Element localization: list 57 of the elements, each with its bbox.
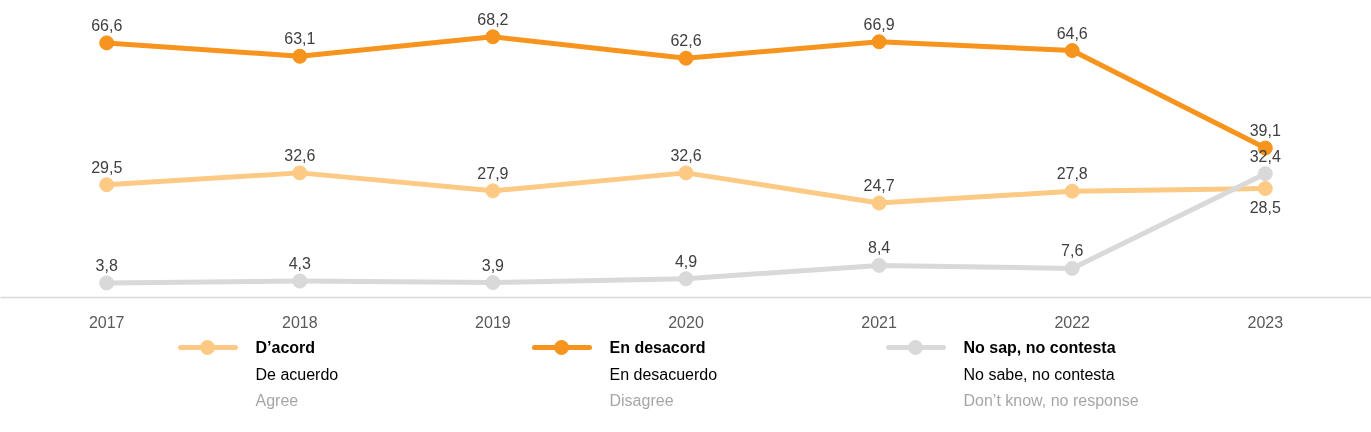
x-tick-label: 2020 (668, 313, 704, 331)
text: En desacuerdo (609, 366, 718, 383)
x-tick-label: 2021 (861, 313, 897, 331)
x-tick-label: 2019 (475, 313, 511, 331)
data-label: 39,1 (1249, 122, 1281, 140)
data-label: 3,9 (481, 256, 505, 274)
point (678, 165, 694, 181)
point (292, 165, 308, 181)
x-tick-label: 2017 (88, 313, 125, 331)
point (678, 50, 694, 66)
data-label: 4,9 (674, 252, 698, 270)
legend-label: D’acord (255, 339, 316, 356)
data-label: 63,1 (284, 30, 316, 48)
data-label: 32,4 (1249, 147, 1281, 165)
point (1064, 260, 1080, 276)
legend-label: En desacord (609, 339, 706, 356)
data-label: 27,9 (477, 164, 509, 182)
data-label: 24,7 (863, 177, 895, 195)
point (871, 257, 887, 273)
data-label: 7,6 (1061, 242, 1084, 260)
x-tick-label: 2018 (282, 313, 318, 331)
x-tick-label: 2022 (1054, 313, 1091, 331)
point (292, 48, 308, 64)
text: Don’t know, no response (963, 392, 1139, 409)
data-label: 27,8 (1056, 165, 1088, 183)
x-tick-label: 2023 (1247, 313, 1284, 331)
data-label: 29,5 (91, 158, 123, 176)
point (485, 29, 501, 45)
data-label: 8,4 (867, 239, 891, 257)
text: De acuerdo (255, 366, 339, 383)
point (871, 195, 887, 211)
data-label: 66,9 (863, 15, 895, 33)
data-label: 64,6 (1056, 24, 1088, 42)
legend-label: No sap, no contesta (963, 339, 1116, 356)
data-label: 68,2 (477, 10, 509, 28)
point (1064, 183, 1080, 199)
point (1064, 43, 1080, 59)
point (1257, 181, 1273, 197)
data-label: 3,8 (95, 256, 118, 274)
point (485, 275, 501, 291)
point (99, 177, 115, 193)
point (678, 271, 694, 287)
point (1257, 166, 1273, 182)
point (99, 35, 115, 51)
data-label: 66,6 (91, 16, 123, 34)
data-label: 62,6 (670, 32, 702, 50)
point (485, 183, 501, 199)
text: Disagree (609, 392, 674, 409)
point (871, 34, 887, 50)
text: Agree (255, 392, 299, 409)
text: No sabe, no contesta (963, 366, 1115, 383)
data-label: 32,6 (284, 146, 316, 164)
point (99, 275, 115, 291)
data-label: 4,3 (288, 255, 312, 273)
data-label: 32,6 (670, 146, 702, 164)
point (292, 273, 308, 289)
data-label: 28,5 (1249, 198, 1281, 216)
